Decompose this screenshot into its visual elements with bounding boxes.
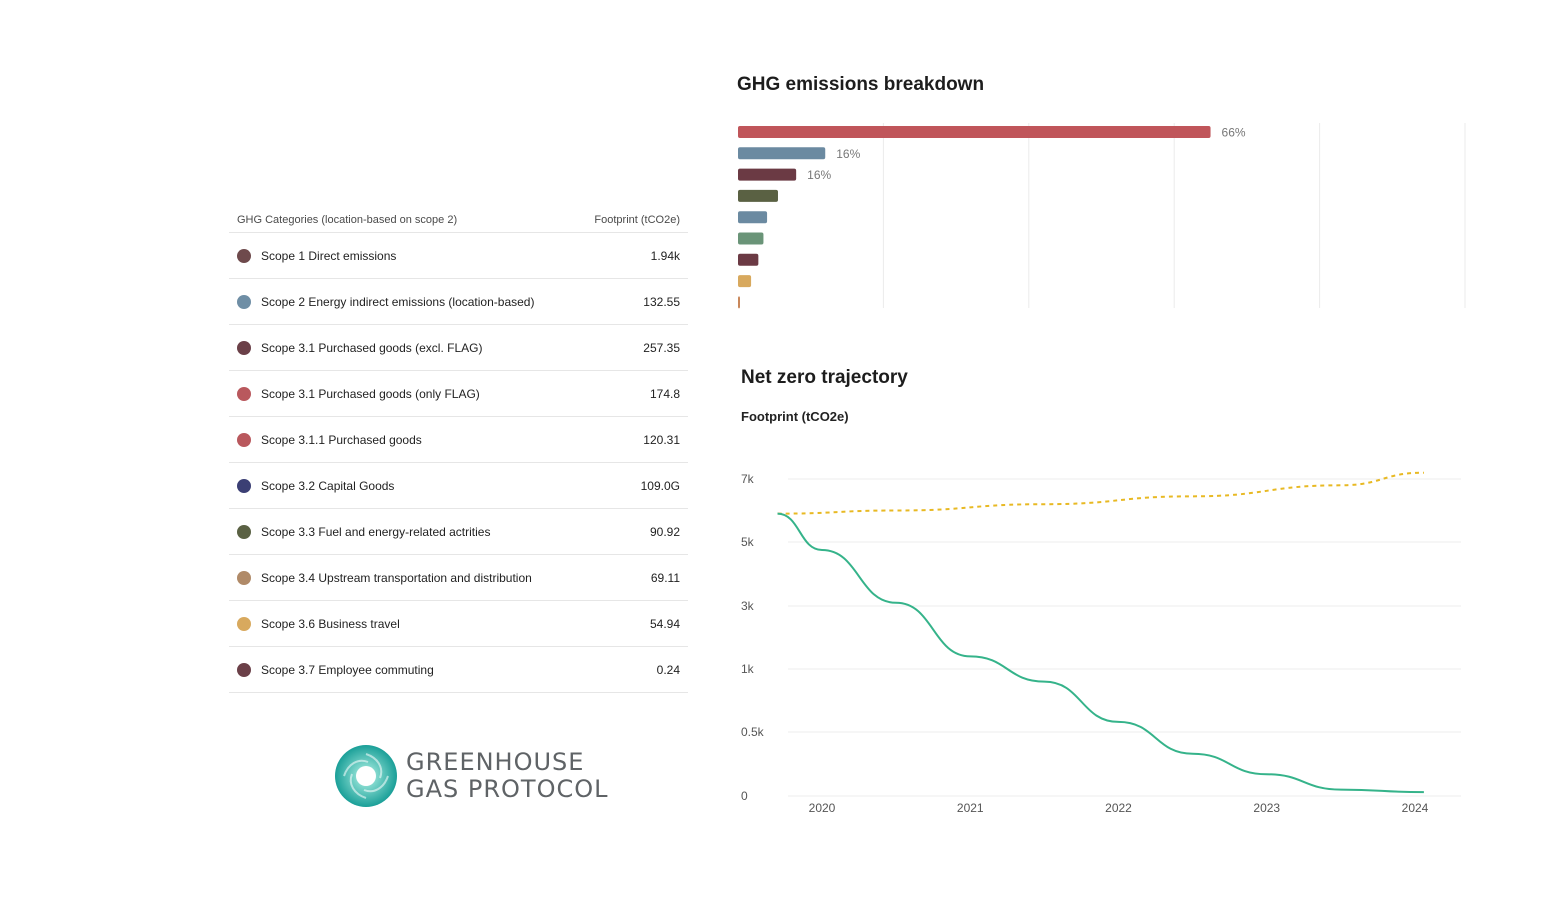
x-tick-label: 2020 [809, 801, 836, 815]
category-color-dot [237, 294, 251, 309]
table-row: Scope 3.1 Purchased goods (excl. FLAG) 25… [229, 325, 688, 371]
footprint-value: 90.92 [649, 524, 680, 539]
logo-line-1: GREENHOUSE [406, 748, 585, 776]
footprint-value: 69.11 [650, 570, 680, 585]
breakdown-chart-title: GHG emissions breakdown [737, 74, 985, 95]
category-label: Scope 2 Energy indirect emissions (locat… [261, 294, 535, 309]
table-row: Scope 3.7 Employee commuting 0.24 [229, 647, 688, 693]
table-row: Scope 3.3 Fuel and energy-related actrit… [229, 509, 688, 555]
breakdown-bar-label: 16% [807, 168, 831, 182]
category-color-dot [237, 524, 251, 539]
y-tick-label: 1k [741, 662, 755, 676]
breakdown-bar-label: 66% [1222, 126, 1246, 140]
table-header: GHG Categories (location-based on scope … [229, 207, 688, 233]
y-tick-label: 7k [741, 472, 755, 486]
breakdown-bar [738, 253, 759, 266]
footprint-value: 174.8 [649, 386, 680, 401]
table-row: Scope 3.1 Purchased goods (only FLAG) 174… [229, 371, 688, 417]
category-color-dot [237, 616, 251, 631]
category-color-dot [237, 662, 251, 677]
y-tick-label: 3k [741, 599, 755, 613]
category-label: Scope 3.1.1 Purchased goods [261, 432, 422, 447]
table-body: Scope 1 Direct emissions 1.94k Scope 2 Ene… [229, 233, 688, 693]
category-label: Scope 1 Direct emissions [261, 248, 397, 263]
x-tick-label: 2021 [957, 801, 984, 815]
category-color-dot [237, 386, 251, 401]
category-color-dot [237, 432, 251, 447]
x-tick-label: 2024 [1402, 801, 1429, 815]
trajectory-y-axis-label: Footprint (tCO2e) [741, 409, 849, 424]
logo-line-2: GAS PROTOCOL [406, 775, 609, 803]
category-label: Scope 3.2 Capital Goods [261, 478, 395, 493]
category-label: Scope 3.6 Business travel [261, 616, 400, 631]
breakdown-bar [738, 275, 752, 288]
ghg-protocol-logo: GREENHOUSE GAS PROTOCOL [334, 744, 609, 808]
footprint-value: 54.94 [649, 616, 680, 631]
footprint-value: 120.31 [643, 432, 680, 447]
y-tick-label: 5k [741, 535, 755, 549]
breakdown-bar [738, 147, 826, 160]
x-tick-label: 2023 [1253, 801, 1280, 815]
breakdown-bar [738, 296, 740, 309]
breakdown-bar [738, 189, 778, 202]
breakdown-bar-chart: 66% 16% 16% [738, 123, 1466, 309]
category-color-dot [237, 478, 251, 493]
footprint-value: 0.24 [656, 662, 680, 677]
category-color-dot [237, 570, 251, 585]
breakdown-bar [738, 168, 797, 181]
category-color-dot [237, 248, 251, 263]
table-row: Scope 3.6 Business travel 54.94 [229, 601, 688, 647]
y-tick-label: 0.5k [741, 725, 765, 739]
ghg-categories-table: GHG Categories (location-based on scope … [229, 207, 688, 693]
footprint-value: 257.35 [643, 340, 680, 355]
breakdown-bar [738, 232, 764, 245]
table-row: Scope 3.2 Capital Goods 109.0G [229, 463, 688, 509]
y-tick-label: 0 [741, 789, 748, 803]
header-footprint: Footprint (tCO2e) [594, 213, 680, 226]
ghg-protocol-logo-icon [335, 745, 397, 807]
category-label: Scope 3.1 Purchased goods (only FLAG) [261, 386, 480, 401]
footprint-value: 109.0G [640, 478, 680, 493]
breakdown-bar [738, 211, 768, 224]
table-row: Scope 2 Energy indirect emissions (locat… [229, 279, 688, 325]
category-label: Scope 3.3 Fuel and energy-related actrit… [261, 524, 491, 539]
category-color-dot [237, 340, 251, 355]
header-category: GHG Categories (location-based on scope … [237, 213, 458, 226]
breakdown-bar [738, 126, 1211, 138]
table-row: Scope 3.1.1 Purchased goods 120.31 [229, 417, 688, 463]
table-row: Scope 3.4 Upstream transportation and di… [229, 555, 688, 601]
table-row: Scope 1 Direct emissions 1.94k [229, 233, 688, 279]
x-tick-label: 2022 [1105, 801, 1132, 815]
trajectory-chart-title: Net zero trajectory [741, 367, 908, 388]
trajectory-line-chart: 0 0.5k 1k 3k 5k 7k 2020 2021 2022 2023 2024 [741, 471, 1461, 815]
footprint-value: 132.55 [643, 294, 680, 309]
category-label: Scope 3.4 Upstream transportation and di… [261, 570, 532, 585]
category-label: Scope 3.1 Purchased goods (excl. FLAG) [261, 340, 483, 355]
footprint-value: 1.94k [650, 248, 680, 263]
net-zero-trajectory-line [777, 512, 1424, 794]
breakdown-bar-label: 16% [836, 147, 860, 161]
category-label: Scope 3.7 Employee commuting [261, 662, 434, 677]
